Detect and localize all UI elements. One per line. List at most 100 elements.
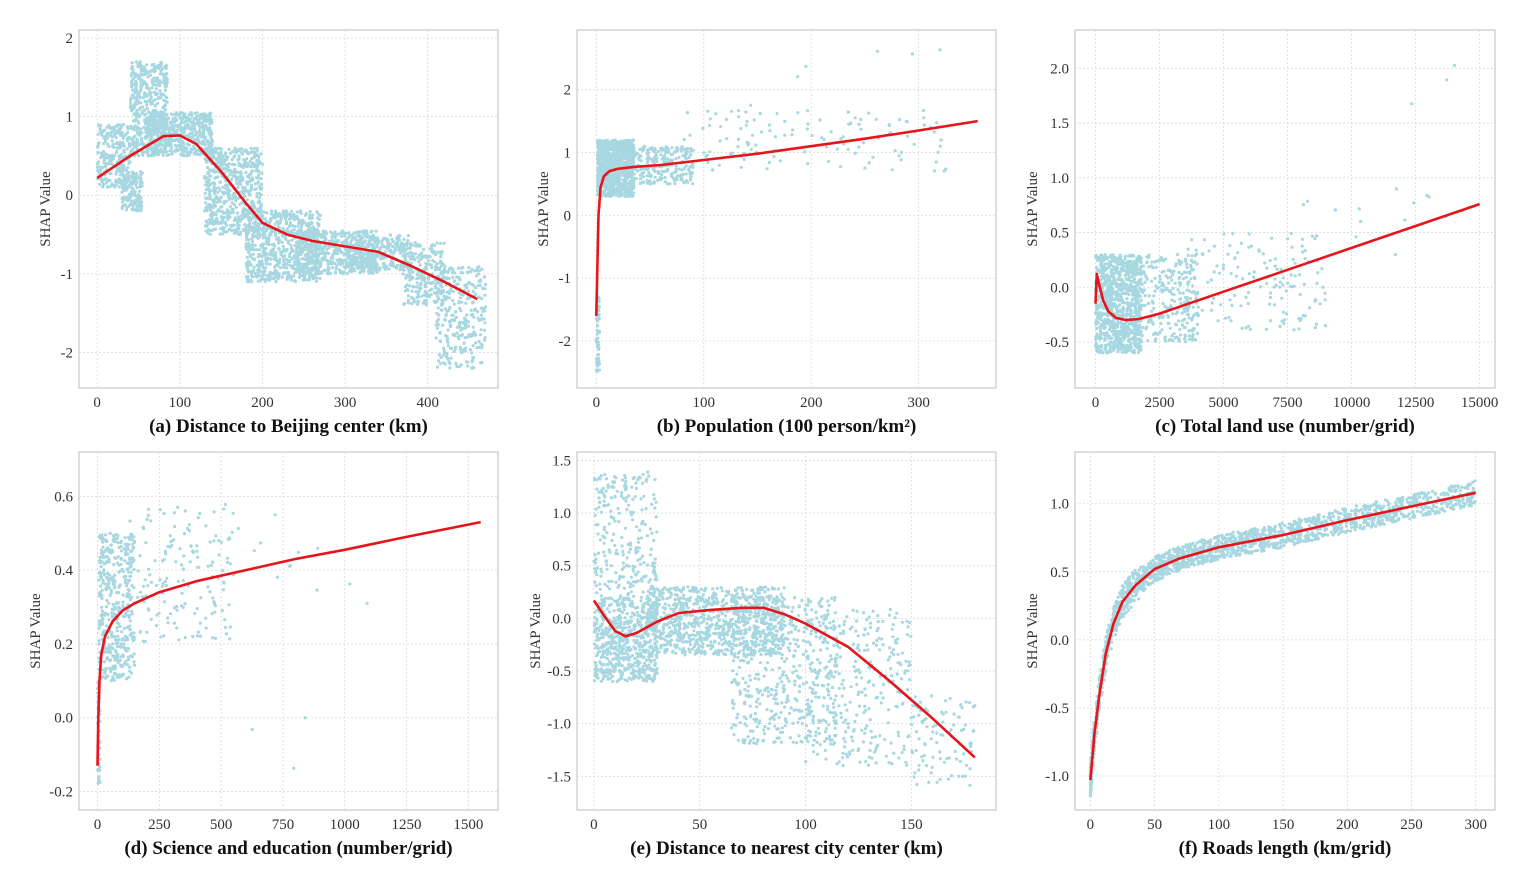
scatter-point bbox=[159, 63, 163, 67]
scatter-point bbox=[156, 97, 160, 101]
scatter-point bbox=[109, 131, 113, 135]
scatter-point bbox=[317, 248, 322, 252]
scatter-point bbox=[321, 231, 325, 235]
scatter-point bbox=[293, 224, 297, 229]
scatter-point bbox=[208, 148, 212, 153]
scatter-point bbox=[231, 210, 235, 215]
scatter-point bbox=[153, 111, 157, 116]
scatter-point bbox=[225, 163, 229, 167]
scatter-point bbox=[149, 153, 153, 157]
scatter-point bbox=[130, 83, 135, 87]
scatter-point bbox=[183, 146, 187, 150]
scatter-point bbox=[233, 148, 237, 152]
scatter-point bbox=[138, 60, 142, 64]
scatter-point bbox=[306, 224, 310, 228]
scatter-point bbox=[365, 251, 369, 256]
scatter-point bbox=[412, 300, 416, 304]
scatter-point bbox=[131, 107, 135, 111]
scatter-point bbox=[98, 130, 102, 134]
scatter-point bbox=[453, 319, 457, 323]
scatter-point bbox=[255, 166, 259, 170]
scatter-point bbox=[446, 337, 450, 341]
scatter-point bbox=[420, 294, 424, 298]
scatter-point bbox=[471, 289, 475, 294]
scatter-point bbox=[223, 221, 227, 226]
scatter-point bbox=[405, 283, 409, 287]
scatter-point bbox=[190, 131, 194, 135]
scatter-point bbox=[228, 188, 232, 193]
x-tick-label: 300 bbox=[907, 395, 930, 411]
scatter-point bbox=[173, 149, 178, 153]
scatter-point bbox=[459, 348, 463, 352]
scatter-point bbox=[480, 267, 484, 271]
scatter-point bbox=[276, 241, 281, 245]
scatter-point bbox=[620, 154, 624, 158]
scatter-point bbox=[342, 265, 346, 269]
scatter-point bbox=[249, 170, 254, 174]
scatter-point bbox=[318, 276, 322, 280]
scatter-point bbox=[203, 136, 207, 140]
scatter-point bbox=[380, 242, 384, 246]
scatter-point bbox=[365, 235, 369, 239]
scatter-point bbox=[300, 241, 304, 245]
scatter-point bbox=[218, 180, 222, 184]
scatter-point bbox=[206, 138, 210, 143]
scatter-point bbox=[102, 161, 106, 165]
scatter-point bbox=[233, 163, 237, 167]
scatter-point bbox=[284, 220, 289, 224]
scatter-point bbox=[167, 130, 171, 134]
scatter-point bbox=[300, 231, 304, 235]
scatter-point bbox=[262, 273, 266, 277]
scatter-point bbox=[139, 101, 143, 105]
scatter-point bbox=[436, 317, 441, 321]
scatter-point bbox=[391, 245, 395, 249]
scatter-point bbox=[435, 266, 439, 270]
scatter-point bbox=[460, 332, 464, 337]
scatter-point bbox=[301, 278, 305, 282]
scatter-point bbox=[120, 165, 124, 169]
scatter-point bbox=[352, 269, 356, 273]
scatter-point bbox=[395, 266, 399, 270]
scatter-point bbox=[161, 92, 166, 96]
scatter-point bbox=[253, 150, 257, 154]
scatter-point bbox=[408, 273, 412, 277]
scatter-point bbox=[624, 181, 628, 185]
scatter-point bbox=[239, 150, 243, 154]
scatter-point bbox=[147, 119, 151, 123]
scatter-point bbox=[237, 226, 241, 231]
scatter-point bbox=[220, 209, 224, 213]
scatter-point bbox=[164, 96, 168, 100]
scatter-point bbox=[151, 99, 155, 103]
scatter-point bbox=[623, 169, 628, 173]
scatter-point bbox=[297, 252, 302, 256]
scatter-point bbox=[255, 192, 259, 196]
scatter-point bbox=[255, 159, 259, 163]
scatter-point bbox=[610, 180, 614, 185]
scatter-point bbox=[121, 180, 125, 184]
scatter-point bbox=[595, 193, 600, 197]
scatter-point bbox=[202, 131, 206, 135]
scatter-point bbox=[208, 192, 212, 196]
scatter-point bbox=[298, 209, 302, 213]
scatter-point bbox=[262, 242, 266, 246]
scatter-point bbox=[447, 296, 451, 300]
scatter-point bbox=[136, 125, 140, 129]
scatter-point bbox=[209, 137, 213, 141]
scatter-point bbox=[416, 256, 420, 260]
scatter-point bbox=[150, 119, 154, 123]
scatter-point bbox=[308, 216, 312, 220]
scatter-point bbox=[246, 215, 250, 220]
scatter-point bbox=[410, 275, 414, 279]
scatter-point bbox=[258, 201, 262, 205]
scatter-point bbox=[249, 255, 253, 259]
scatter-point bbox=[180, 143, 184, 147]
x-tick-label: 0 bbox=[93, 395, 101, 411]
scatter-point bbox=[206, 165, 210, 169]
scatter-point bbox=[594, 357, 599, 361]
scatter-point bbox=[165, 72, 169, 76]
scatter-point bbox=[455, 364, 459, 369]
scatter-point bbox=[303, 220, 307, 224]
scatter-point bbox=[132, 190, 136, 194]
scatter-point bbox=[151, 63, 156, 67]
